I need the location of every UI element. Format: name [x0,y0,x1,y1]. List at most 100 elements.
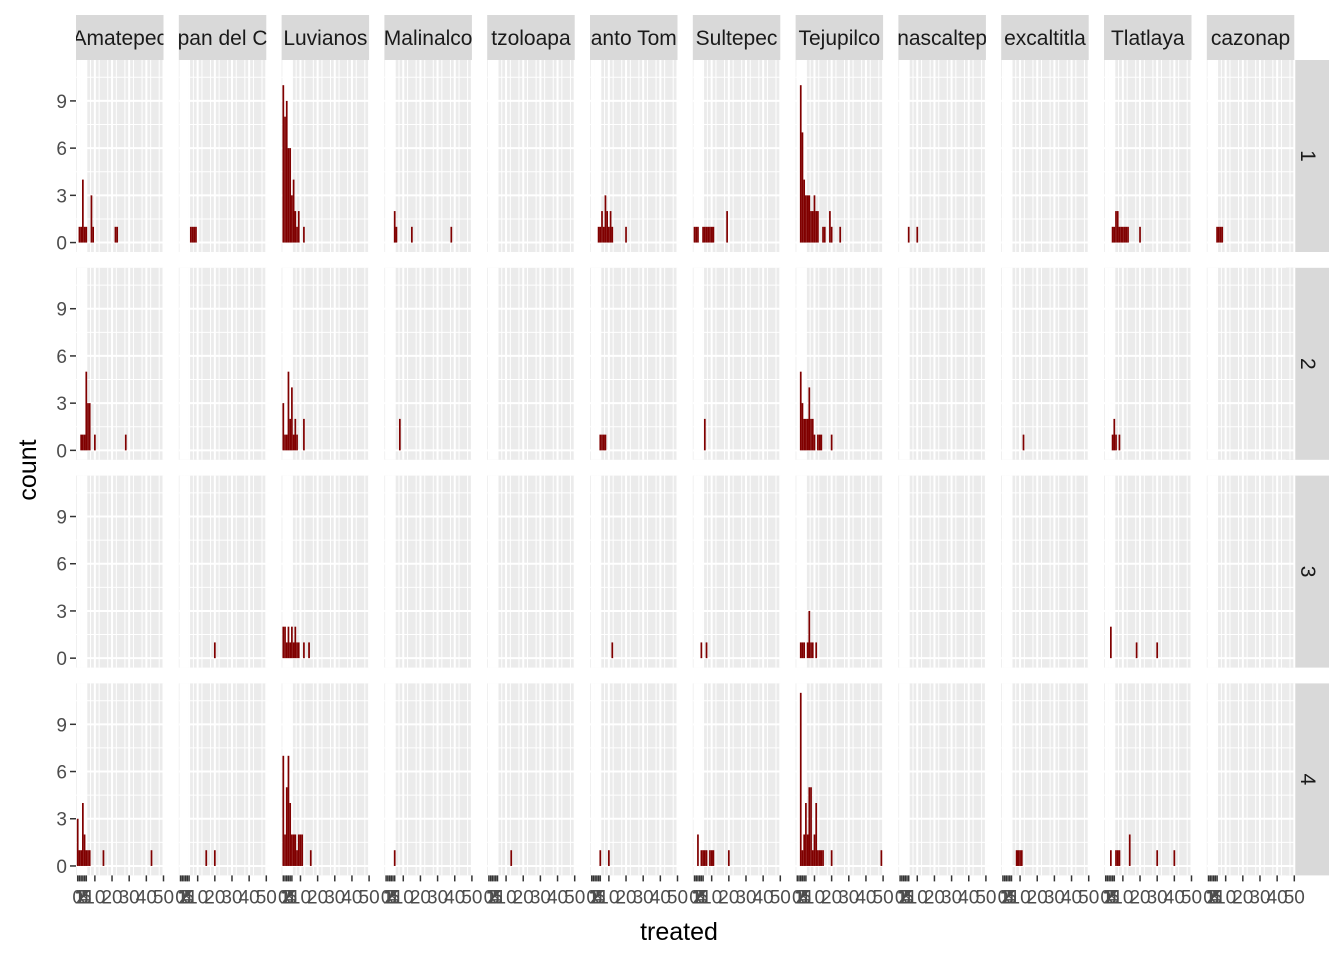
panel [795,267,885,460]
histogram-bar [808,610,811,659]
histogram-bar [78,850,81,866]
column-strip-label: Luvianos [283,27,367,50]
x-tick-label: 4 [182,887,193,908]
histogram-bar [85,226,88,243]
histogram-bar [510,850,513,866]
histogram-bar [87,403,89,451]
histogram-bar [604,195,607,243]
x-tick-label: 30 [119,887,140,908]
panel [76,475,165,668]
histogram-bar [1221,226,1224,243]
histogram-bar [296,642,298,659]
histogram-bar [282,755,285,866]
histogram-bar [811,418,814,451]
histogram-bar [1020,850,1023,866]
histogram-bar [604,434,607,451]
x-tick-label: 2 [1104,887,1115,908]
histogram-bar [817,211,819,243]
panel [281,475,371,668]
histogram-bar [292,834,295,866]
panel [590,267,679,460]
histogram-bar [284,434,286,451]
panel [1206,683,1296,876]
histogram-bar [410,226,413,243]
histogram-bar [282,403,285,451]
histogram-bar [1127,226,1129,243]
x-tick-label: 2 [384,887,395,908]
histogram-bar [813,195,816,243]
x-tick-label: 4 [1210,887,1221,908]
histogram-bar [810,418,812,451]
histogram-bar [289,148,292,243]
histogram-bar [803,834,806,866]
panel [1104,683,1193,876]
y-tick-label: 3 [56,602,67,623]
x-tick-label: 4 [1107,887,1118,908]
x-tick-label: 10 [84,887,105,908]
histogram-bar [805,803,807,866]
histogram-bar [296,850,298,866]
histogram-bar [710,850,713,866]
histogram-bar [191,226,194,243]
x-tick-label: 2 [898,887,909,908]
histogram-bar [818,434,821,451]
histogram-bar [839,226,842,243]
x-tick-label: 4 [1004,887,1015,908]
histogram-bar [810,211,812,243]
histogram-bar [1022,434,1025,451]
histogram-bar [289,418,292,451]
histogram-bar [712,226,715,243]
histogram-bar [1113,226,1116,243]
x-tick-label: 0 [586,887,597,908]
histogram-bar [609,211,612,243]
histogram-bar [1110,850,1112,866]
histogram-bar [1118,850,1121,866]
histogram-bar [83,226,86,243]
x-tick-label: 5 [492,887,503,908]
column-strip [795,15,884,60]
histogram-bar [309,850,312,866]
histogram-bar [80,226,83,243]
panel [178,683,268,876]
x-tick-label: 10 [187,887,208,908]
histogram-bar [296,226,298,243]
histogram-bar [150,850,153,866]
histogram-bar [700,642,703,659]
histogram-bar [1111,226,1114,243]
x-tick-label: 2 [487,887,498,908]
histogram-bar [297,211,300,243]
x-tick-label: 5 [389,887,400,908]
x-tick-label: 30 [838,887,859,908]
panel [692,475,782,668]
x-tick-label: 10 [393,887,414,908]
x-tick-label: 40 [341,887,362,908]
x-tick-label: 20 [924,887,945,908]
panel [590,683,679,876]
histogram-bar [705,642,708,659]
histogram-bar [299,834,302,866]
x-tick-label: 10 [290,887,311,908]
x-tick-label: 40 [958,887,979,908]
panel [795,60,885,252]
x-tick-label: 2 [76,887,87,908]
histogram-bar [830,434,833,451]
panel [692,267,782,460]
histogram-bar [606,211,609,243]
x-tick-label: 50 [564,887,585,908]
panel [590,60,679,252]
panel [384,267,473,460]
histogram-bar [83,434,86,451]
column-strip [1001,15,1089,60]
x-tick-label: 30 [633,887,654,908]
x-tick-label: 10 [496,887,517,908]
x-tick-label: 5 [287,887,298,908]
x-tick-label: 3 [489,887,500,908]
histogram-bar [811,211,814,243]
histogram-bar [395,226,398,243]
histogram-bar [599,226,602,243]
x-tick-label: 30 [941,887,962,908]
column-strip [1104,15,1192,60]
y-axis-title: count [14,439,42,500]
panel [898,683,987,876]
x-tick-label: 3 [283,887,294,908]
